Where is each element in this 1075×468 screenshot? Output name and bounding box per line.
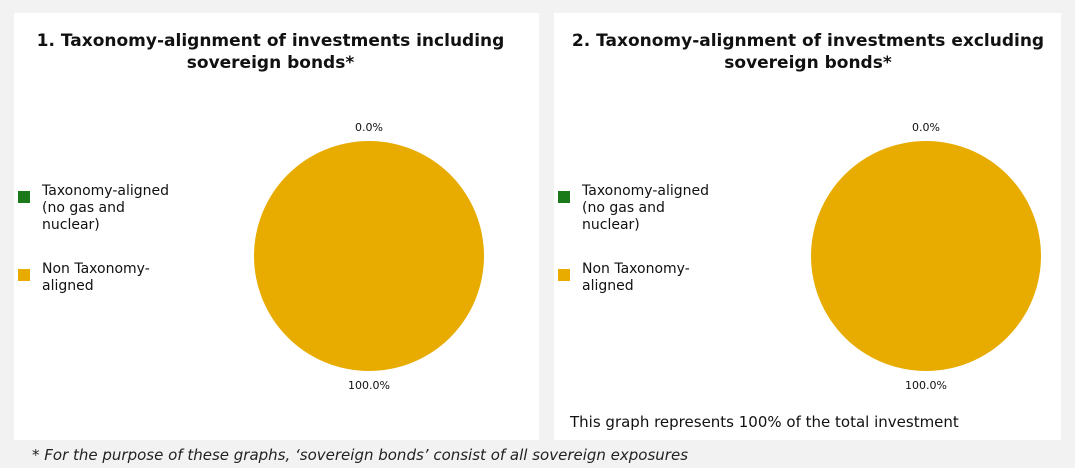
data-label-non-taxonomy-aligned: 100.0% bbox=[905, 379, 947, 392]
legend-label: Non Taxonomy-aligned bbox=[42, 261, 150, 294]
data-label-non-taxonomy-aligned: 100.0% bbox=[348, 379, 390, 392]
legend-swatch-non-taxonomy-aligned bbox=[558, 269, 570, 281]
legend-label: Taxonomy-aligned (no gas and nuclear) bbox=[582, 183, 710, 233]
legend-label: Non Taxonomy-aligned bbox=[582, 261, 690, 294]
pie-chart: 0.0% 100.0% bbox=[811, 121, 1041, 392]
chart-title: 2. Taxonomy-alignment of investments exc… bbox=[571, 31, 1045, 73]
footnote: * For the purpose of these graphs, ‘sove… bbox=[32, 446, 689, 464]
legend-swatch-non-taxonomy-aligned bbox=[18, 269, 30, 281]
chart-title: 1. Taxonomy-alignment of investments inc… bbox=[36, 31, 505, 73]
pie-slice-non-taxonomy-aligned bbox=[811, 141, 1041, 371]
pie-slice-non-taxonomy-aligned bbox=[254, 141, 484, 371]
chart-panel-excluding-sovereign: 2. Taxonomy-alignment of investments exc… bbox=[554, 13, 1061, 440]
chart-panel-including-sovereign: 1. Taxonomy-alignment of investments inc… bbox=[14, 13, 539, 440]
coverage-note: This graph represents 100% of the total … bbox=[570, 413, 959, 431]
data-label-taxonomy-aligned: 0.0% bbox=[912, 121, 940, 134]
legend-label: Taxonomy-aligned (no gas and nuclear) bbox=[42, 183, 170, 233]
pie-chart: 0.0% 100.0% bbox=[254, 121, 484, 392]
data-label-taxonomy-aligned: 0.0% bbox=[355, 121, 383, 134]
legend-swatch-taxonomy-aligned bbox=[18, 191, 30, 203]
legend-swatch-taxonomy-aligned bbox=[558, 191, 570, 203]
